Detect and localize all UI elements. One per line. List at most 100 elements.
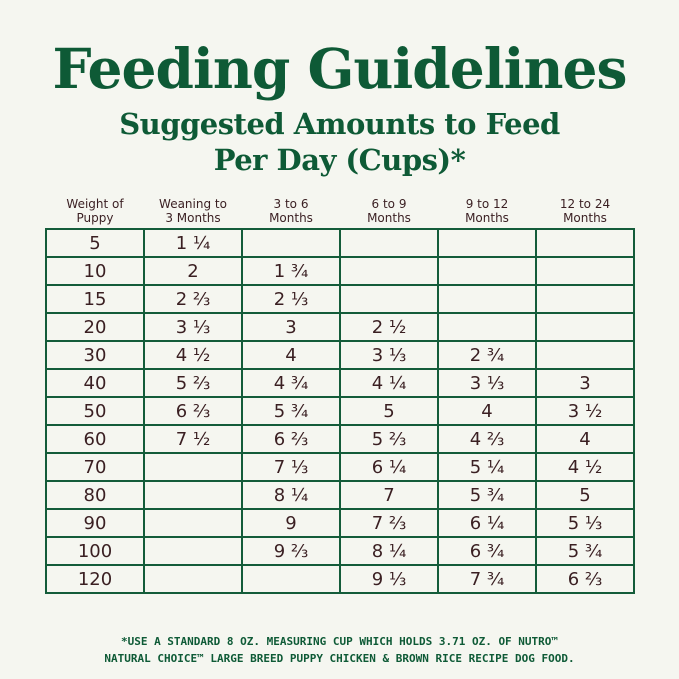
amount-cell: 6 ¼ bbox=[339, 452, 439, 482]
column-header-line: 9 to 12 bbox=[465, 197, 509, 211]
amount-cell: 5 ¾ bbox=[241, 396, 341, 426]
amount-cell bbox=[437, 256, 537, 286]
amount-cell: 4 ¾ bbox=[241, 368, 341, 398]
amount-cell: 7 ⅓ bbox=[241, 452, 341, 482]
amount-cell bbox=[241, 564, 341, 594]
amount-cell bbox=[437, 228, 537, 258]
amount-cell: 7 ½ bbox=[143, 424, 243, 454]
column-header: 12 to 24 Months bbox=[536, 197, 634, 229]
column-header-line: Months bbox=[563, 211, 607, 225]
amount-cell: 5 ⅓ bbox=[535, 508, 635, 538]
amount-cell: 4 bbox=[535, 424, 635, 454]
amount-cell: 4 bbox=[241, 340, 341, 370]
amount-cell bbox=[437, 284, 537, 314]
amount-cell: 4 ⅔ bbox=[437, 424, 537, 454]
column-header-line: Puppy bbox=[76, 211, 114, 225]
subtitle-line-2: Per Day (Cups)* bbox=[213, 143, 466, 177]
column-header-line: 3 Months bbox=[165, 211, 221, 225]
amount-cell: 2 ½ bbox=[339, 312, 439, 342]
amount-cell bbox=[143, 508, 243, 538]
amount-cell: 6 ⅔ bbox=[241, 424, 341, 454]
weight-cell: 100 bbox=[45, 536, 145, 566]
amount-cell bbox=[535, 256, 635, 286]
amount-cell: 4 bbox=[437, 396, 537, 426]
column-header-line: 3 to 6 bbox=[273, 197, 309, 211]
amount-cell: 2 ⅔ bbox=[143, 284, 243, 314]
amount-cell: 3 bbox=[535, 368, 635, 398]
amount-cell: 7 bbox=[339, 480, 439, 510]
amount-cell: 9 ⅔ bbox=[241, 536, 341, 566]
amount-cell: 5 ¾ bbox=[437, 480, 537, 510]
amount-cell: 2 ⅓ bbox=[241, 284, 341, 314]
column-header-line: Weaning to bbox=[159, 197, 227, 211]
amount-cell bbox=[535, 284, 635, 314]
column-header: Weaning to 3 Months bbox=[144, 197, 242, 229]
amount-cell: 3 ⅓ bbox=[143, 312, 243, 342]
amount-cell: 3 ½ bbox=[535, 396, 635, 426]
weight-cell: 10 bbox=[45, 256, 145, 286]
weight-cell: 20 bbox=[45, 312, 145, 342]
amount-cell: 5 ⅔ bbox=[339, 424, 439, 454]
amount-cell bbox=[535, 312, 635, 342]
amount-cell bbox=[143, 564, 243, 594]
amount-cell: 6 ⅔ bbox=[143, 396, 243, 426]
amount-cell bbox=[339, 256, 439, 286]
amount-cell: 5 ¾ bbox=[535, 536, 635, 566]
column-header: 6 to 9 Months bbox=[340, 197, 438, 229]
weight-cell: 15 bbox=[45, 284, 145, 314]
table-row: 10 2 1 ¾ bbox=[45, 256, 635, 286]
amount-cell: 3 bbox=[241, 312, 341, 342]
weight-cell: 70 bbox=[45, 452, 145, 482]
amount-cell: 3 ⅓ bbox=[437, 368, 537, 398]
amount-cell: 8 ¼ bbox=[241, 480, 341, 510]
amount-cell: 2 ¾ bbox=[437, 340, 537, 370]
amount-cell bbox=[143, 452, 243, 482]
column-header-line: Months bbox=[269, 211, 313, 225]
amount-cell bbox=[535, 228, 635, 258]
weight-cell: 80 bbox=[45, 480, 145, 510]
amount-cell bbox=[339, 228, 439, 258]
amount-cell: 5 bbox=[339, 396, 439, 426]
footnote: *USE A STANDARD 8 OZ. MEASURING CUP WHIC… bbox=[0, 633, 679, 667]
amount-cell: 7 ¾ bbox=[437, 564, 537, 594]
amount-cell: 1 ¼ bbox=[143, 228, 243, 258]
amount-cell: 9 bbox=[241, 508, 341, 538]
amount-cell: 6 ¼ bbox=[437, 508, 537, 538]
amount-cell: 9 ⅓ bbox=[339, 564, 439, 594]
amount-cell bbox=[339, 284, 439, 314]
amount-cell: 3 ⅓ bbox=[339, 340, 439, 370]
amount-cell: 6 ¾ bbox=[437, 536, 537, 566]
amount-cell: 5 ¼ bbox=[437, 452, 537, 482]
weight-cell: 5 bbox=[45, 228, 145, 258]
weight-cell: 60 bbox=[45, 424, 145, 454]
weight-cell: 40 bbox=[45, 368, 145, 398]
amount-cell: 2 bbox=[143, 256, 243, 286]
column-header-line: Months bbox=[367, 211, 411, 225]
column-header-line: 6 to 9 bbox=[371, 197, 407, 211]
amount-cell bbox=[241, 228, 341, 258]
weight-cell: 30 bbox=[45, 340, 145, 370]
footnote-line-1: *USE A STANDARD 8 OZ. MEASURING CUP WHIC… bbox=[120, 635, 559, 648]
weight-cell: 50 bbox=[45, 396, 145, 426]
amount-cell bbox=[535, 340, 635, 370]
amount-cell: 1 ¾ bbox=[241, 256, 341, 286]
feeding-table: Weight of Puppy Weaning to 3 Months 3 to 6 Mo… bbox=[45, 197, 635, 594]
column-header-line: 12 to 24 bbox=[559, 197, 611, 211]
weight-cell: 90 bbox=[45, 508, 145, 538]
amount-cell: 5 bbox=[535, 480, 635, 510]
subtitle-line-1: Suggested Amounts to Feed bbox=[119, 107, 560, 141]
amount-cell: 7 ⅔ bbox=[339, 508, 439, 538]
weight-cell: 120 bbox=[45, 564, 145, 594]
amount-cell: 8 ¼ bbox=[339, 536, 439, 566]
column-header: 9 to 12 Months bbox=[438, 197, 536, 229]
